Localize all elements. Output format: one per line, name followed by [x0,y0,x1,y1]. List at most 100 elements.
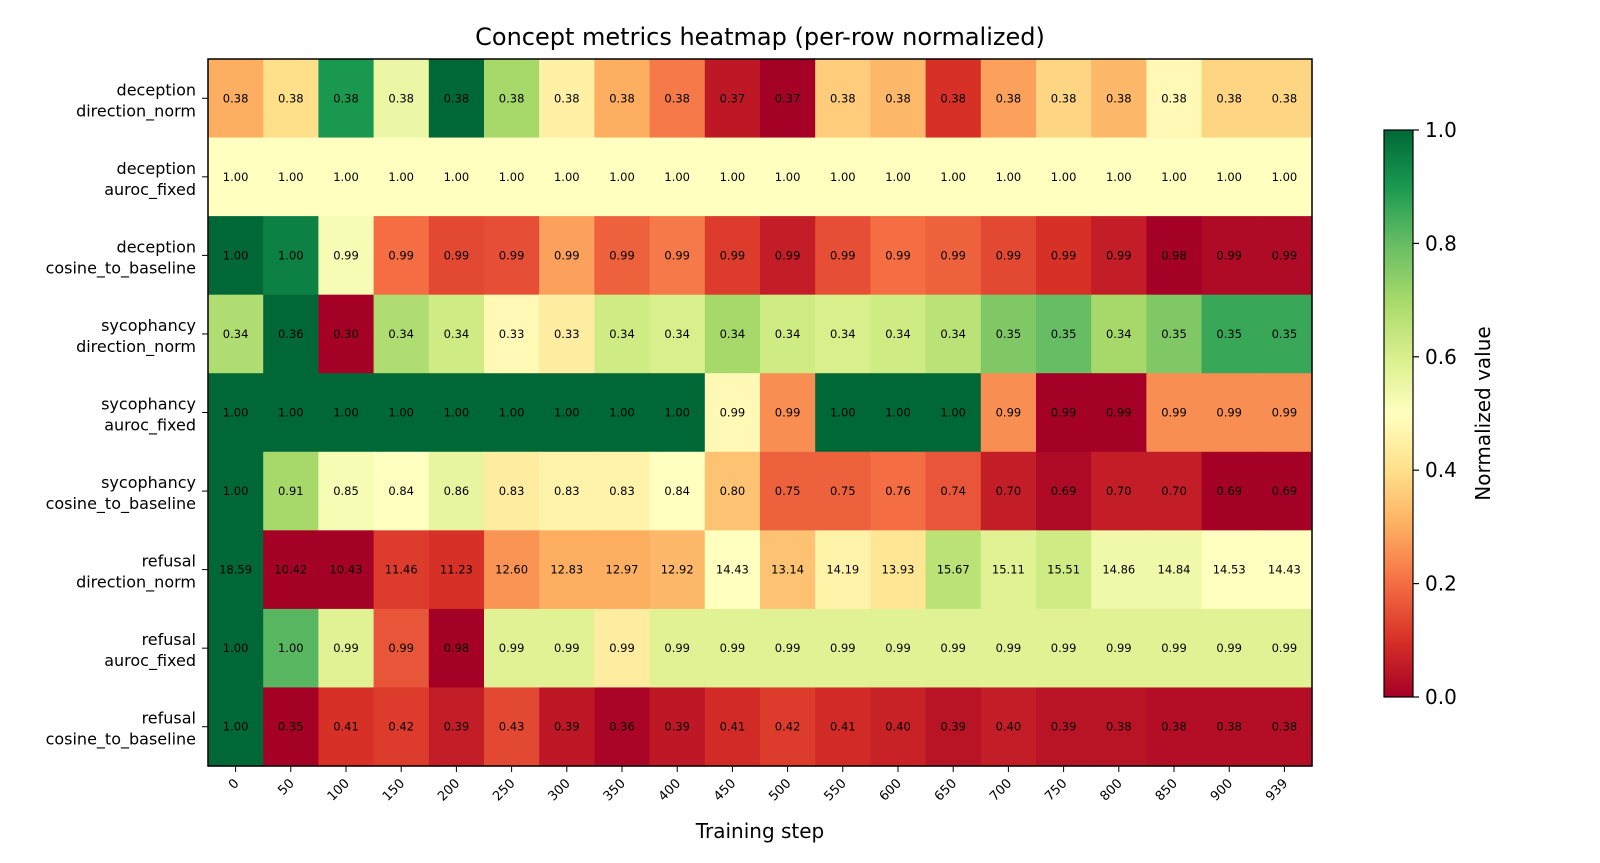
heatmap-cell [208,59,264,139]
cell-value-label: 1.00 [775,170,801,184]
heatmap-cell [1256,59,1313,139]
heatmap-cell [870,608,927,689]
cell-value-label: 0.86 [444,484,470,498]
cell-value-label: 0.38 [1216,720,1242,734]
heatmap-cell [373,608,430,689]
cell-value-label: 1.00 [830,406,856,420]
heatmap-cell [1036,530,1092,610]
heatmap-cell [263,373,319,453]
heatmap-cell [208,216,264,296]
cell-value-label: 0.38 [223,91,249,105]
heatmap-cell [1091,59,1147,139]
heatmap-cell [373,216,430,296]
cell-value-label: 0.99 [720,641,746,655]
heatmap-cell [1146,294,1203,374]
cell-value-label: 0.40 [885,720,911,734]
cell-value-label: 0.42 [388,720,414,734]
x-tick-label: 350 [601,776,629,804]
heatmap-cell [1256,216,1313,296]
cell-value-label: 10.43 [330,563,363,577]
cell-value-label: 1.00 [885,406,911,420]
heatmap-cell [263,451,319,531]
heatmap-cell [760,608,816,689]
x-tick-label: 600 [877,776,905,804]
cell-value-label: 0.80 [720,484,746,498]
heatmap-cell [484,59,540,139]
cell-value-label: 1.00 [223,484,249,498]
heatmap-cell [870,530,927,610]
cell-value-label: 0.99 [830,641,856,655]
heatmap-cell [208,294,264,374]
heatmap-cell [1091,216,1147,296]
cell-value-label: 0.35 [1161,327,1187,341]
cell-value-label: 1.00 [1051,170,1077,184]
cell-value-label: 0.39 [664,720,690,734]
heatmap-cell [428,137,485,217]
cell-value-label: 0.38 [664,91,690,105]
cell-value-label: 1.00 [830,170,856,184]
x-tick-label: 939 [1263,776,1291,804]
cell-value-label: 0.69 [1051,484,1077,498]
heatmap-cell [649,608,706,689]
x-tick-label: 50 [275,776,297,798]
heatmap-cell [484,294,540,374]
cell-value-label: 0.38 [830,91,856,105]
x-tick-label: 500 [766,776,794,804]
cell-value-label: 0.99 [1106,406,1132,420]
row-label: refusal auroc_fixed [104,630,196,671]
cell-value-label: 1.00 [940,406,966,420]
heatmap-cell [704,59,761,139]
row-labels: deception direction_norm deception auroc_fi… [46,80,196,749]
colorbar-tick-label: 0.8 [1425,231,1457,255]
heatmap-cell [760,373,816,453]
cell-value-label: 0.35 [278,720,304,734]
colorbar-tick-label: 0.2 [1425,572,1457,596]
heatmap-cell [1146,451,1203,531]
heatmap-cell [318,59,375,139]
cell-value-label: 0.38 [1051,91,1077,105]
heatmap-cell [484,530,540,610]
heatmap-cell [980,294,1037,374]
cell-value-label: 0.91 [278,484,304,498]
heatmap-cell [870,216,927,296]
cell-value-label: 0.99 [664,248,690,262]
heatmap-cell [815,373,871,453]
cell-value-label: 0.99 [940,641,966,655]
heatmap-cell [925,137,982,217]
x-tick-label: 300 [545,776,573,804]
heatmap-cell [925,530,982,610]
heatmap-cell [373,137,430,217]
cell-value-label: 12.92 [661,563,694,577]
cell-value-label: 0.38 [1272,91,1298,105]
heatmap-cell [815,530,871,610]
heatmap-cell [263,530,319,610]
cell-value-label: 0.38 [278,91,304,105]
cell-value-label: 1.00 [554,406,580,420]
chart-title: Concept metrics heatmap (per-row normali… [475,23,1045,51]
row-label: deception auroc_fixed [104,159,196,200]
heatmap-cell [484,373,540,453]
heatmap-cell [760,216,816,296]
cell-value-label: 1.00 [885,170,911,184]
x-tick-label: 100 [325,776,353,804]
row-label: deception direction_norm [76,80,196,121]
heatmap-cell [373,451,430,531]
cell-value-label: 15.51 [1047,563,1080,577]
cell-value-label: 11.23 [440,563,473,577]
heatmap-cell [980,137,1037,217]
heatmap-cell [594,687,651,767]
cell-value-label: 0.99 [333,641,359,655]
heatmap-cell [373,59,430,139]
cell-value-label: 0.36 [609,720,635,734]
heatmap-cell [980,608,1037,689]
heatmap-cell [760,451,816,531]
heatmap-cell [1256,530,1313,610]
cell-value-label: 0.38 [1161,720,1187,734]
cell-value-label: 0.34 [885,327,911,341]
heatmap-cell [594,530,651,610]
cell-value-label: 14.43 [716,563,749,577]
heatmap-cell [263,687,319,767]
cell-value-label: 0.99 [775,641,801,655]
heatmap-cell [428,294,485,374]
heatmap-cell [704,137,761,217]
